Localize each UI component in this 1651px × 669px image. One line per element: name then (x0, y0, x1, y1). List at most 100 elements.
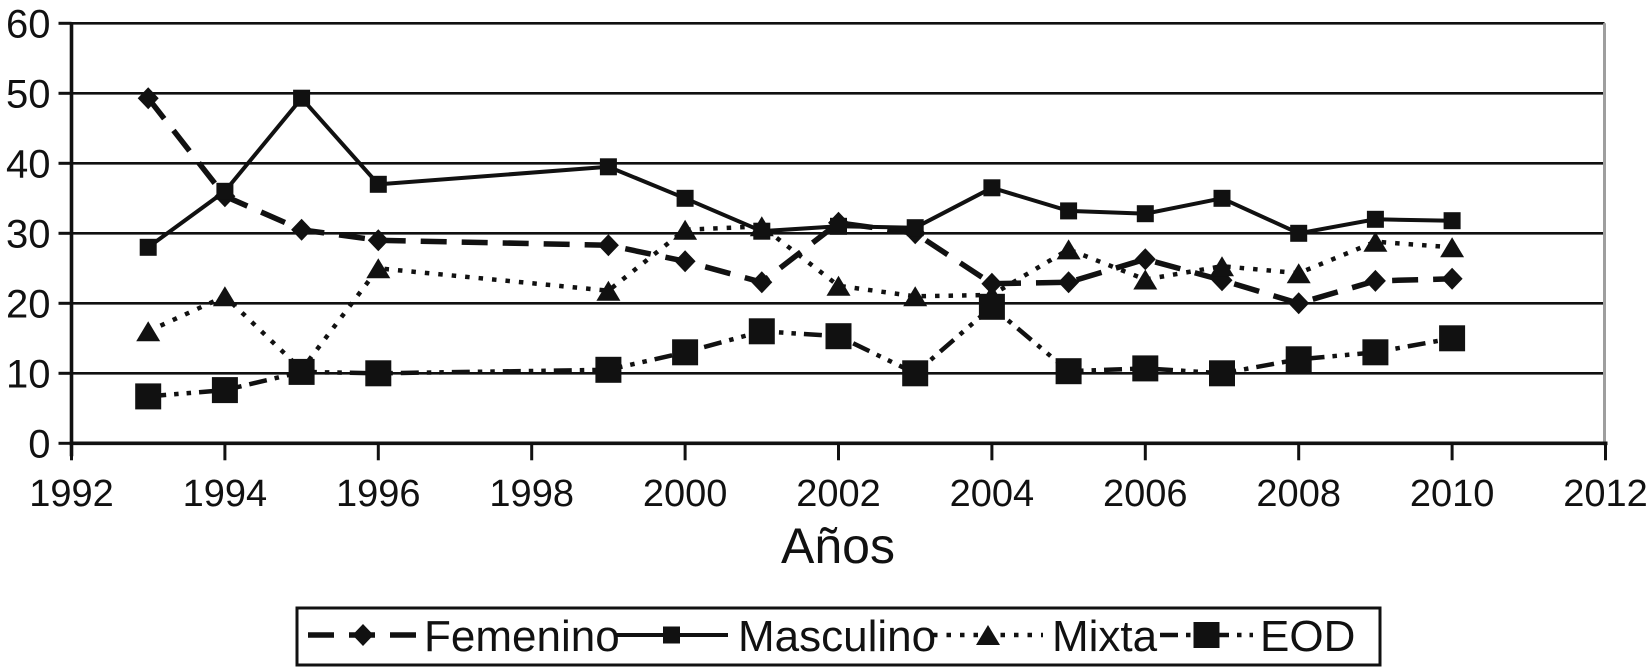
x-tick-label: 2004 (950, 473, 1035, 515)
data-point-masculino-2008 (1290, 224, 1308, 242)
data-point-femenino-2010 (1441, 267, 1463, 290)
series-eod (135, 293, 1466, 410)
legend-marker-femenino (352, 624, 374, 646)
data-point-masculino-2005 (1060, 202, 1078, 220)
data-point-eod-2000 (672, 339, 699, 366)
data-point-eod-2005 (1055, 358, 1082, 385)
data-point-mixta-2007 (1210, 256, 1234, 277)
y-tick-label: 10 (6, 352, 51, 396)
data-point-mixta-2002 (826, 275, 851, 296)
y-tick-label: 50 (6, 72, 51, 116)
data-point-femenino-2009 (1364, 269, 1386, 292)
data-point-masculino-2007 (1213, 189, 1231, 207)
legend-item-eod: EOD (1160, 612, 1355, 661)
data-point-eod-1995 (288, 358, 315, 385)
data-point-femenino-1996 (367, 229, 389, 252)
data-point-femenino-1999 (597, 234, 619, 257)
data-point-femenino-1995 (291, 218, 313, 241)
legend-item-femenino: Femenino (308, 612, 620, 661)
data-point-femenino-2006 (1134, 248, 1156, 271)
legend-label-femenino: Femenino (424, 612, 620, 661)
legend-item-masculino: Masculino (615, 612, 936, 661)
legend: Femenino Masculino Mixta EOD (295, 606, 1382, 667)
data-point-masculino-2004 (983, 179, 1001, 197)
data-point-eod-1993 (135, 383, 162, 410)
x-tick-label: 2006 (1103, 473, 1188, 515)
data-point-masculino-1994 (216, 182, 234, 200)
y-axis: 0 10 20 30 40 50 60 (6, 2, 74, 466)
data-point-mixta-1999 (596, 280, 621, 301)
data-point-mixta-2008 (1286, 263, 1311, 284)
data-point-mixta-2001 (749, 216, 774, 237)
data-point-eod-2002 (825, 323, 852, 350)
x-tick-label: 2010 (1410, 473, 1495, 515)
data-point-masculino-2006 (1136, 205, 1154, 223)
series-femenino (137, 87, 1463, 315)
x-axis: 1992 1994 1996 1998 2000 2002 2004 2006 2008 2010… (29, 441, 1648, 515)
y-tick-label: 60 (6, 2, 51, 46)
data-point-mixta-2010 (1440, 237, 1465, 258)
data-point-eod-1999 (595, 356, 622, 383)
data-point-eod-2008 (1285, 346, 1312, 373)
data-point-mixta-1993 (136, 321, 161, 342)
data-point-femenino-2000 (674, 250, 696, 273)
data-point-femenino-2001 (751, 271, 773, 294)
x-tick-label: 2002 (796, 473, 881, 515)
y-tick-label: 0 (28, 422, 50, 466)
data-point-eod-2004 (978, 293, 1005, 320)
data-point-eod-1996 (365, 360, 392, 387)
data-point-mixta-1994 (212, 286, 237, 307)
data-point-masculino-1995 (293, 89, 311, 107)
data-point-masculino-1996 (369, 175, 387, 193)
data-point-masculino-2010 (1443, 212, 1461, 230)
data-point-mixta-1996 (366, 258, 391, 279)
series-masculino (139, 89, 1461, 256)
y-tick-label: 30 (6, 212, 51, 256)
series-mixta (136, 216, 1465, 380)
data-point-masculino-1999 (599, 158, 617, 176)
legend-label-mixta: Mixta (1052, 612, 1158, 661)
legend-label-eod: EOD (1260, 612, 1355, 661)
x-tick-label: 1992 (29, 473, 114, 515)
x-tick-label: 1994 (183, 473, 268, 515)
legend-item-mixta: Mixta (933, 612, 1158, 661)
legend-marker-eod (1193, 622, 1220, 648)
x-tick-label: 2000 (643, 473, 728, 515)
data-point-masculino-2000 (676, 189, 694, 207)
data-point-mixta-2009 (1363, 231, 1388, 252)
series-line-mixta (147, 224, 1453, 374)
data-point-mixta-2003 (903, 286, 928, 307)
x-tick-label: 2012 (1563, 473, 1648, 515)
data-point-eod-1994 (211, 377, 238, 404)
y-tick-label: 20 (6, 282, 51, 326)
series-line-eod (148, 303, 1453, 399)
data-point-eod-2006 (1132, 355, 1159, 382)
data-point-eod-2010 (1439, 325, 1466, 352)
data-point-femenino-2005 (1058, 271, 1080, 294)
data-point-masculino-1993 (139, 238, 157, 256)
legend-marker-masculino (663, 626, 680, 644)
data-point-femenino-2008 (1288, 292, 1310, 315)
data-point-femenino-1993 (137, 87, 159, 110)
data-point-femenino-2004 (981, 272, 1003, 295)
data-point-masculino-2009 (1366, 210, 1384, 228)
x-tick-label: 1998 (489, 473, 574, 515)
y-tick-label: 40 (6, 142, 51, 186)
data-point-eod-2009 (1362, 339, 1389, 366)
x-tick-label: 1996 (336, 473, 421, 515)
legend-label-masculino: Masculino (738, 612, 936, 661)
x-axis-title: Años (781, 518, 895, 574)
legend-marker-mixta (976, 625, 1000, 645)
data-point-masculino-2003 (906, 219, 924, 237)
series-line-femenino (146, 96, 1453, 307)
data-point-masculino-2002 (830, 217, 847, 235)
series-line-masculino (147, 95, 1453, 249)
data-point-eod-2001 (748, 318, 775, 345)
x-tick-label: 2008 (1256, 473, 1341, 515)
data-point-eod-2003 (902, 360, 929, 387)
data-point-eod-2007 (1209, 360, 1235, 387)
data-point-mixta-2000 (673, 219, 698, 240)
data-point-mixta-2005 (1056, 239, 1081, 260)
